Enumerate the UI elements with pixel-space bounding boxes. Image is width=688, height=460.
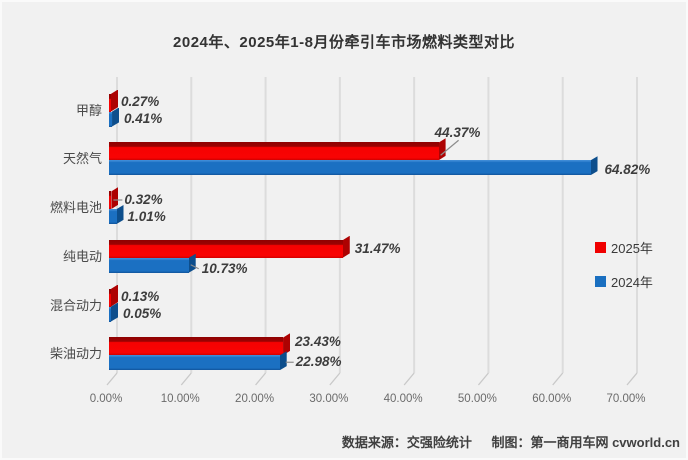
- chart-footer: 数据来源：交强险统计 制图：第一商用车网 cvworld.cn: [326, 432, 680, 451]
- bar-2024年: [109, 205, 124, 224]
- bar-end-cap: [279, 351, 287, 371]
- bar-end-cap: [590, 156, 598, 176]
- bar-2024年: [109, 253, 196, 273]
- bar-end-cap: [111, 302, 118, 322]
- bar-2025年: [109, 235, 350, 258]
- bar-end-cap: [188, 253, 196, 273]
- legend-label-2024: 2024年: [611, 275, 653, 290]
- bar-end-cap: [111, 89, 118, 112]
- legend: 2025年 2024年: [595, 238, 653, 306]
- bar-2025年: [109, 138, 446, 161]
- bar-2025年: [109, 89, 118, 112]
- chart-credit: 制图：第一商用车网 cvworld.cn: [491, 435, 680, 450]
- bar-end-cap: [112, 107, 120, 127]
- legend-item-2025: 2025年: [595, 238, 653, 257]
- data-source: 数据来源：交强险统计: [341, 435, 472, 450]
- legend-swatch-2024-icon: [595, 276, 606, 287]
- bar-end-cap: [283, 333, 291, 356]
- bar-2024年: [109, 302, 118, 322]
- bar-2024年: [109, 107, 120, 127]
- chart-title: 2024年、2025年1-8月份牵引车市场燃料类型对比: [173, 34, 515, 51]
- bar-end-cap: [111, 187, 119, 209]
- bar-2024年: [109, 156, 598, 176]
- legend-label-2025: 2025年: [611, 241, 653, 256]
- bar-end-cap: [111, 284, 118, 307]
- bar-end-cap: [342, 235, 350, 258]
- bar-end-cap: [116, 205, 124, 224]
- legend-swatch-2025-icon: [595, 242, 606, 253]
- bar-2024年: [109, 351, 287, 371]
- bar-2025年: [109, 187, 119, 209]
- legend-item-2024: 2024年: [595, 272, 653, 291]
- bar-2025年: [109, 333, 291, 356]
- bar-end-cap: [438, 138, 446, 161]
- bar-2025年: [109, 284, 118, 307]
